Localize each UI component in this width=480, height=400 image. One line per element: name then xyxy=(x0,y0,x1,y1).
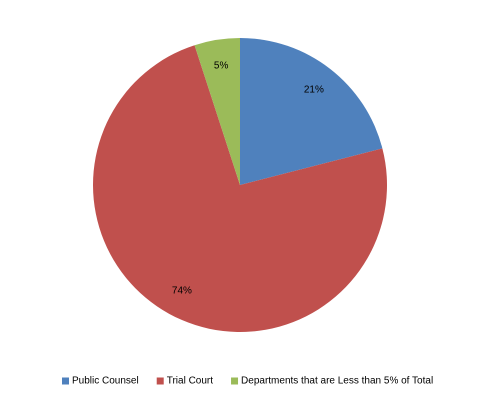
data-label: 74% xyxy=(172,285,192,296)
data-label: 21% xyxy=(304,84,324,95)
pie-slice xyxy=(240,38,383,185)
data-label: 5% xyxy=(214,61,229,72)
legend-label: Trial Court xyxy=(167,376,214,387)
legend-label: Public Counsel xyxy=(72,376,139,387)
pie-slice xyxy=(93,45,387,332)
legend-swatch xyxy=(62,377,69,385)
pie-slice xyxy=(194,38,240,185)
legend-swatch xyxy=(156,377,164,385)
legend-swatch xyxy=(231,377,239,385)
legend-label: Departments that are Less than 5% of Tot… xyxy=(241,376,433,387)
